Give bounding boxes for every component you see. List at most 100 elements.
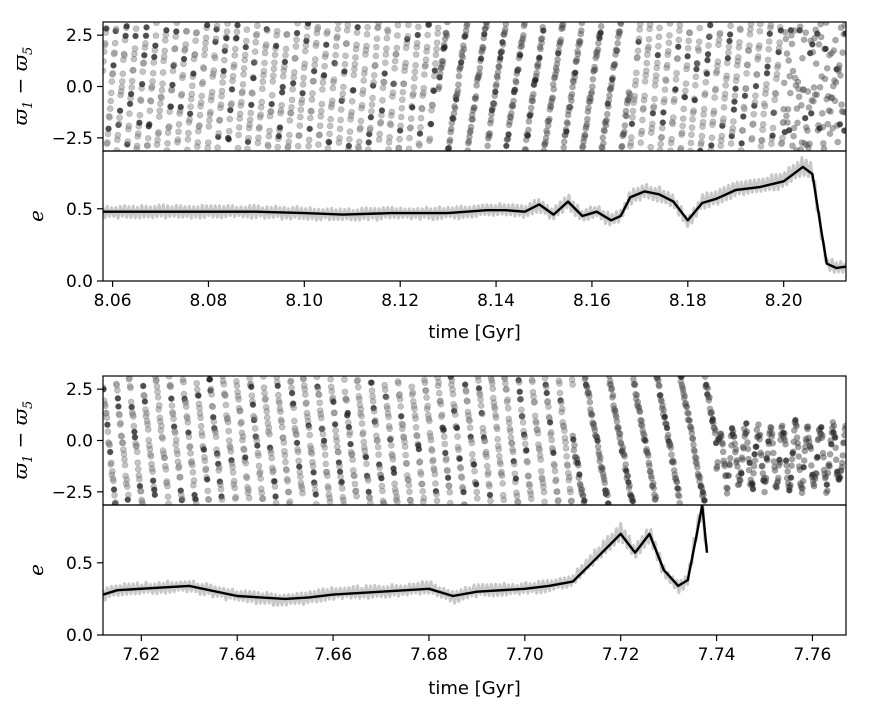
scatter-point: [836, 121, 844, 128]
scatter-point: [543, 129, 551, 137]
scatter-point: [269, 78, 277, 85]
scatter-point: [212, 433, 220, 440]
scatter-point: [369, 94, 376, 102]
scatter-point: [485, 480, 493, 488]
scatter-point: [390, 80, 397, 88]
scatter-point: [509, 101, 516, 109]
scatter-point: [119, 70, 127, 78]
scatter-point: [597, 463, 605, 471]
scatter-point: [342, 395, 350, 402]
scatter-point: [562, 438, 569, 446]
scatter-point: [592, 431, 599, 439]
scatter-point: [494, 442, 502, 450]
scatter-point: [723, 484, 730, 491]
scatter-point: [708, 408, 715, 416]
scatter-point: [586, 94, 593, 101]
scatter-point: [475, 377, 482, 384]
scatter-point: [341, 388, 349, 396]
scatter-point: [278, 101, 285, 109]
scatter-point: [585, 98, 593, 105]
scatter-point: [453, 90, 461, 97]
scatter-point: [298, 482, 305, 490]
scatter-point: [442, 456, 450, 464]
scatter-point: [795, 85, 802, 93]
scatter-point: [605, 500, 612, 505]
scatter-point: [348, 451, 355, 458]
scatter-point: [359, 86, 367, 94]
x-tick-label: 8.12: [381, 291, 419, 311]
scatter-point: [284, 488, 292, 496]
scatter-point: [699, 123, 706, 130]
scatter-point: [195, 127, 202, 135]
scatter-point: [281, 452, 289, 459]
scatter-point: [300, 376, 307, 383]
scatter-point: [643, 445, 650, 453]
scatter-point: [287, 377, 295, 385]
scatter-point: [133, 142, 141, 150]
scatter-point: [337, 106, 345, 113]
scatter-point: [372, 61, 379, 69]
scatter-point: [454, 443, 462, 451]
scatter-point: [770, 458, 778, 465]
scatter-point: [422, 61, 429, 69]
scatter-point: [179, 376, 187, 383]
scatter-point: [633, 401, 641, 409]
scatter-point: [430, 87, 438, 95]
scatter-point: [653, 376, 660, 381]
scatter-point: [668, 118, 676, 126]
scatter-point: [386, 133, 393, 141]
scatter-point: [528, 376, 536, 384]
scatter-point: [164, 129, 172, 136]
scatter-point: [305, 136, 313, 144]
scatter-point: [509, 102, 517, 110]
scatter-point: [508, 109, 515, 117]
scatter-point: [521, 440, 529, 448]
scatter-point: [374, 23, 382, 31]
scatter-point: [117, 432, 125, 440]
scatter-point: [391, 65, 398, 72]
scatter-point: [264, 420, 272, 427]
scatter-point: [641, 92, 648, 100]
scatter-point: [831, 97, 839, 105]
scatter-point: [479, 43, 486, 51]
scatter-point: [369, 82, 377, 89]
scatter-point: [513, 489, 520, 497]
scatter-point: [545, 403, 552, 410]
scatter-point: [490, 100, 498, 108]
scatter-point: [724, 54, 732, 62]
scatter-point: [250, 74, 257, 82]
scatter-point: [283, 475, 291, 483]
scatter-point: [314, 385, 322, 392]
scatter-point: [222, 43, 229, 51]
scatter-point: [644, 46, 652, 53]
scatter-point: [475, 385, 483, 392]
scatter-point: [549, 94, 556, 101]
scatter-point: [790, 132, 797, 140]
scatter-point: [141, 44, 149, 51]
scatter-point: [832, 36, 839, 44]
scatter-point: [437, 397, 444, 405]
scatter-point: [389, 89, 397, 97]
scatter-point: [400, 434, 408, 442]
scatter-point: [384, 28, 392, 36]
scatter-point: [558, 22, 566, 30]
scatter-point: [765, 438, 772, 445]
scatter-point: [819, 123, 827, 131]
scatter-point: [653, 59, 661, 67]
scatter-point: [339, 494, 347, 501]
scatter-point: [465, 139, 472, 147]
scatter-point: [103, 397, 108, 404]
scatter-point: [293, 29, 301, 37]
scatter-point: [826, 462, 833, 470]
scatter-point: [174, 138, 181, 146]
scatter-point: [790, 438, 798, 446]
scatter-point: [373, 432, 380, 440]
scatter-point: [259, 85, 266, 93]
scatter-point: [542, 134, 550, 142]
scatter-point: [457, 465, 465, 472]
scatter-point: [435, 83, 443, 90]
scatter-point: [257, 111, 264, 119]
scatter-point: [215, 130, 223, 137]
scatter-point: [254, 442, 261, 449]
scatter-point: [303, 33, 311, 41]
